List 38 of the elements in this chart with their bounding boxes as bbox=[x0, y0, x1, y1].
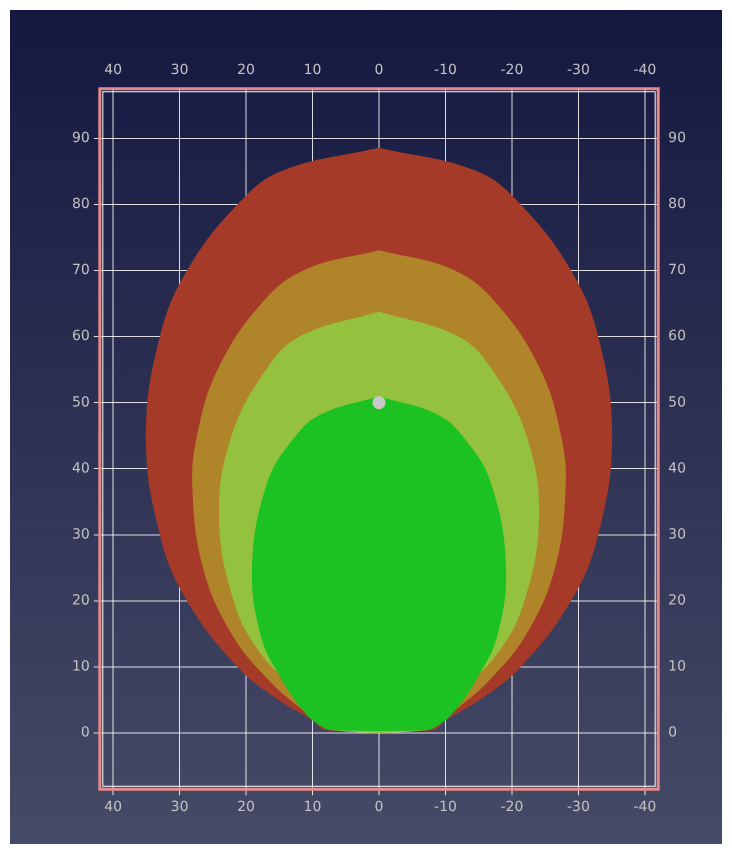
x2-tick-label: 40 bbox=[104, 62, 122, 78]
x2-tick-label: 20 bbox=[237, 62, 255, 78]
x2-tick-label: 10 bbox=[304, 62, 322, 78]
x-tick-label: 40 bbox=[104, 799, 122, 816]
y2-tick-label: 40 bbox=[668, 460, 686, 476]
y2-tick-label: 30 bbox=[668, 526, 686, 542]
x-tick-label: 30 bbox=[170, 799, 188, 816]
x-tick-label: 0 bbox=[374, 799, 384, 816]
x-tick-label: -20 bbox=[500, 799, 524, 816]
x2-tick-label: -10 bbox=[434, 62, 457, 78]
y-tick-label: 80 bbox=[72, 196, 90, 212]
x2-tick-label: 0 bbox=[374, 62, 384, 78]
y-tick-label: 0 bbox=[80, 724, 90, 741]
y2-tick-label: 10 bbox=[668, 658, 686, 675]
x-tick-label: 20 bbox=[237, 799, 255, 816]
x2-tick-label: -30 bbox=[566, 62, 590, 78]
x2-tick-label: -20 bbox=[500, 62, 524, 78]
y-tick-label: 60 bbox=[72, 328, 90, 344]
x2-tick-label: 30 bbox=[170, 62, 188, 78]
y-tick-label: 70 bbox=[72, 262, 90, 278]
x-tick-label: -30 bbox=[566, 799, 590, 816]
y2-tick-label: 60 bbox=[668, 328, 686, 344]
x2-tick-label: -40 bbox=[633, 62, 656, 78]
y2-tick-label: 80 bbox=[668, 196, 686, 212]
y2-tick-label: 50 bbox=[668, 394, 686, 410]
y-tick-label: 90 bbox=[72, 130, 90, 146]
y2-tick-label: 20 bbox=[668, 592, 686, 609]
y2-tick-label: 90 bbox=[668, 130, 686, 146]
y-tick-label: 30 bbox=[72, 526, 90, 542]
y2-tick-label: 0 bbox=[668, 724, 678, 741]
y-tick-label: 50 bbox=[72, 394, 90, 410]
x-tick-label: -10 bbox=[434, 799, 457, 816]
y-tick-label: 20 bbox=[72, 592, 90, 609]
x-tick-label: -40 bbox=[633, 799, 656, 816]
x-tick-label: 10 bbox=[304, 799, 322, 816]
y-tick-label: 10 bbox=[72, 658, 90, 675]
y2-tick-label: 70 bbox=[668, 262, 686, 278]
y-tick-label: 40 bbox=[72, 460, 90, 476]
